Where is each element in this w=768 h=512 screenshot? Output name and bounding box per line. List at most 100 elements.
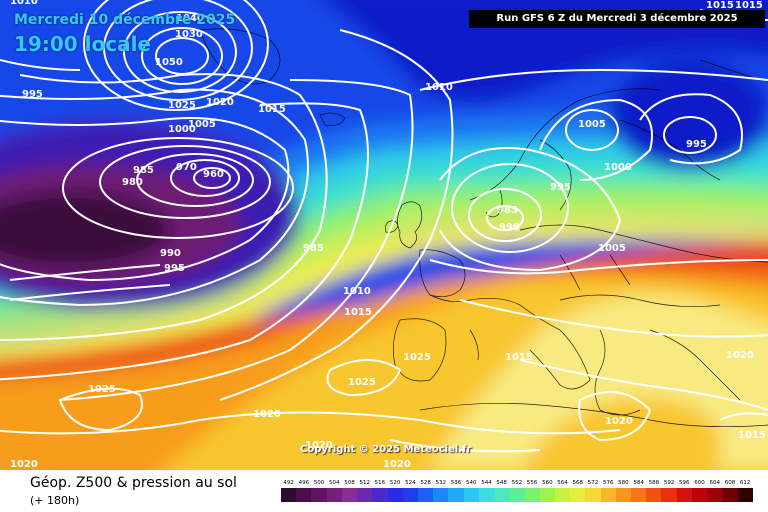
isobar-label: 990 [160, 248, 181, 259]
isobar-label: 1010 [343, 286, 371, 297]
isobar-label: 980 [122, 177, 143, 188]
scale-cell: 508 [341, 478, 358, 506]
scale-cell: 552 [509, 478, 525, 506]
color-scale: 492 496 500 504 508 512 516 520 524 528 532 536 540 5… [281, 478, 753, 506]
isobar-label: 1020 [206, 97, 234, 108]
scale-cell: 544 [478, 478, 495, 506]
isobar-label: 1010 [425, 82, 453, 93]
scale-swatch [417, 488, 434, 502]
scale-swatch [341, 488, 358, 502]
scale-label: 564 [557, 480, 568, 486]
isobar-label: 1025 [88, 384, 116, 395]
scale-label: 612 [739, 480, 751, 486]
scale-swatch [478, 488, 495, 502]
scale-label: 524 [405, 480, 416, 486]
scale-label: 600 [694, 480, 705, 486]
scale-label: 580 [618, 480, 629, 486]
isobar-label: 1025 [403, 352, 431, 363]
isobar-labels: 1010 1030 1040 1050 995 1025 1020 1015 1… [10, 0, 766, 470]
scale-cell: 524 [402, 478, 418, 506]
scale-label: 572 [587, 480, 599, 486]
scale-label: 604 [709, 480, 720, 486]
scale-label: 520 [389, 480, 401, 486]
scale-label: 544 [481, 480, 492, 486]
isobar-label: 1005 [598, 243, 626, 254]
isobar-label: 1010 [10, 0, 38, 7]
isobar-label: 1025 [168, 100, 196, 111]
forecast-date: Mercredi 10 décembre 2025 [14, 12, 236, 28]
scale-cell: 568 [570, 478, 586, 506]
scale-label: 512 [359, 480, 370, 486]
isobar-label: 995 [164, 263, 185, 274]
scale-swatch [372, 488, 388, 502]
scale-cell: 572 [585, 478, 601, 506]
scale-cell: 520 [387, 478, 403, 506]
isobar-label: 1015 [344, 307, 372, 318]
parameter-title: Géop. Z500 & pression au sol [30, 475, 237, 491]
isobar-label: 1015 [735, 0, 763, 11]
scale-label: 508 [344, 480, 355, 486]
scale-swatch [402, 488, 418, 502]
scale-cell: 596 [676, 478, 692, 506]
forecast-time: 19:00 locale [14, 32, 151, 56]
scale-swatch [707, 488, 723, 502]
scale-cell: 600 [691, 478, 708, 506]
scale-cell: 560 [539, 478, 555, 506]
isobar-label: 1020 [10, 459, 38, 470]
scale-swatch [296, 488, 312, 502]
scale-swatch [509, 488, 525, 502]
scale-cell: 532 [433, 478, 449, 506]
scale-swatch [554, 488, 571, 502]
isobar-label: 970 [176, 162, 197, 173]
scale-swatch [524, 488, 540, 502]
scale-label: 516 [374, 480, 386, 486]
weather-map: 1010 1030 1040 1050 995 1025 1020 1015 1… [0, 0, 768, 470]
scale-cell: 528 [417, 478, 434, 506]
scale-cell: 516 [372, 478, 388, 506]
scale-cell: 556 [524, 478, 540, 506]
scale-swatch [494, 488, 510, 502]
scale-cell: 588 [646, 478, 662, 506]
scale-swatch [676, 488, 692, 502]
scale-swatch [448, 488, 464, 502]
scale-swatch [600, 488, 616, 502]
scale-cell: 576 [600, 478, 616, 506]
scale-swatch [433, 488, 449, 502]
scale-swatch [357, 488, 373, 502]
scale-cell: 548 [494, 478, 510, 506]
scale-label: 584 [633, 480, 644, 486]
scale-label: 504 [329, 480, 340, 486]
legend-bar: Géop. Z500 & pression au sol (+ 180h) 49… [0, 470, 768, 512]
scale-label: 536 [450, 480, 462, 486]
isobar-label: 1030 [175, 29, 203, 40]
scale-cell: 564 [554, 478, 571, 506]
scale-cell: 592 [661, 478, 677, 506]
scale-cell: 504 [326, 478, 342, 506]
scale-swatch [539, 488, 555, 502]
isobar-label: 985 [497, 205, 518, 216]
isobar-label: 1000 [168, 124, 196, 135]
scale-label: 568 [572, 480, 584, 486]
isobar-label: 1015 [258, 104, 286, 115]
scale-swatch [631, 488, 647, 502]
scale-swatch [387, 488, 403, 502]
scale-swatch [722, 488, 738, 502]
scale-cell: 492 [281, 478, 297, 506]
scale-label: 588 [648, 480, 660, 486]
scale-cell: 604 [707, 478, 723, 506]
scale-cell: 536 [448, 478, 464, 506]
scale-cell: 500 [311, 478, 327, 506]
isobar-label: 1000 [604, 162, 632, 173]
scale-cell: 584 [631, 478, 647, 506]
isobar-label: 1005 [188, 119, 216, 130]
isobar-label: 990 [499, 222, 520, 233]
isobar-label: 985 [133, 165, 154, 176]
scale-label: 548 [496, 480, 507, 486]
scale-cell: 540 [463, 478, 479, 506]
isobar-label: 1050 [155, 57, 183, 68]
isobar-label: 1015 [738, 430, 766, 441]
scale-cell: 612 [737, 478, 753, 506]
isobar-label: 1015 [706, 0, 734, 11]
scale-swatch [615, 488, 632, 502]
scale-swatch [463, 488, 479, 502]
